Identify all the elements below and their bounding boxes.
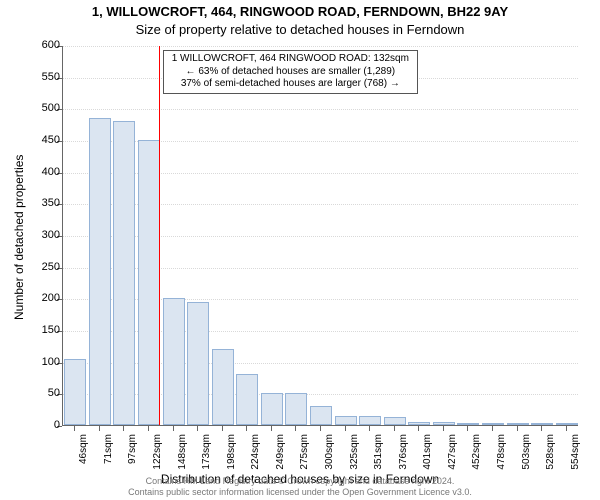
x-tick-label: 427sqm [447, 434, 458, 474]
bar [187, 302, 209, 426]
bar [64, 359, 86, 426]
bar [507, 423, 529, 425]
x-tick-mark [295, 426, 296, 431]
x-tick-mark [566, 426, 567, 431]
x-tick-mark [467, 426, 468, 431]
title-line-2: Size of property relative to detached ho… [0, 22, 600, 37]
footer-line-2: Contains public sector information licen… [0, 487, 600, 498]
y-tick-label: 100 [22, 356, 60, 368]
annotation-line-1: 1 WILLOWCROFT, 464 RINGWOOD ROAD: 132sqm [168, 53, 413, 66]
bar [482, 423, 504, 425]
x-tick-mark [394, 426, 395, 431]
x-tick-mark [173, 426, 174, 431]
bar [359, 416, 381, 426]
y-tick-label: 250 [22, 261, 60, 273]
x-tick-mark [148, 426, 149, 431]
bar [163, 298, 185, 425]
y-tick-label: 400 [22, 166, 60, 178]
x-tick-mark [74, 426, 75, 431]
bar [138, 140, 160, 425]
x-tick-label: 71sqm [103, 434, 114, 474]
x-tick-mark [271, 426, 272, 431]
x-tick-mark [492, 426, 493, 431]
chart-container: 1, WILLOWCROFT, 464, RINGWOOD ROAD, FERN… [0, 0, 600, 500]
x-tick-mark [418, 426, 419, 431]
gridline [63, 46, 578, 47]
x-tick-label: 300sqm [324, 434, 335, 474]
x-tick-label: 148sqm [177, 434, 188, 474]
x-tick-label: 554sqm [570, 434, 581, 474]
x-tick-mark [320, 426, 321, 431]
x-tick-label: 249sqm [275, 434, 286, 474]
bar [261, 393, 283, 425]
x-tick-label: 401sqm [422, 434, 433, 474]
plot-area: 1 WILLOWCROFT, 464 RINGWOOD ROAD: 132sqm… [62, 46, 578, 426]
x-tick-label: 351sqm [373, 434, 384, 474]
x-tick-label: 173sqm [201, 434, 212, 474]
x-tick-label: 97sqm [127, 434, 138, 474]
bar [408, 422, 430, 425]
x-tick-mark [369, 426, 370, 431]
x-tick-mark [345, 426, 346, 431]
x-tick-label: 452sqm [471, 434, 482, 474]
x-tick-label: 528sqm [545, 434, 556, 474]
annotation-line-2: ← 63% of detached houses are smaller (1,… [168, 66, 413, 79]
y-tick-label: 450 [22, 134, 60, 146]
y-tick-label: 150 [22, 324, 60, 336]
x-tick-mark [443, 426, 444, 431]
bar [433, 422, 455, 425]
bar [335, 416, 357, 426]
y-tick-label: 350 [22, 197, 60, 209]
bar [457, 423, 479, 425]
x-tick-label: 503sqm [521, 434, 532, 474]
bar [556, 423, 578, 425]
bar [285, 393, 307, 425]
bar [384, 417, 406, 425]
bar [113, 121, 135, 425]
y-tick-label: 0 [22, 419, 60, 431]
annotation-line-3: 37% of semi-detached houses are larger (… [168, 78, 413, 91]
x-tick-mark [246, 426, 247, 431]
x-tick-label: 325sqm [349, 434, 360, 474]
reference-line [159, 46, 160, 425]
footer-text: Contains HM Land Registry data © Crown c… [0, 476, 600, 498]
footer-line-1: Contains HM Land Registry data © Crown c… [0, 476, 600, 487]
x-tick-mark [541, 426, 542, 431]
x-tick-label: 122sqm [152, 434, 163, 474]
x-tick-mark [197, 426, 198, 431]
bar [310, 406, 332, 425]
x-tick-label: 275sqm [299, 434, 310, 474]
y-tick-label: 200 [22, 292, 60, 304]
x-tick-mark [222, 426, 223, 431]
x-tick-mark [517, 426, 518, 431]
x-tick-mark [123, 426, 124, 431]
y-tick-label: 550 [22, 71, 60, 83]
bar [89, 118, 111, 425]
x-tick-mark [99, 426, 100, 431]
annotation-box: 1 WILLOWCROFT, 464 RINGWOOD ROAD: 132sqm… [163, 50, 418, 94]
x-tick-label: 224sqm [250, 434, 261, 474]
y-tick-label: 300 [22, 229, 60, 241]
gridline [63, 109, 578, 110]
bar [236, 374, 258, 425]
y-tick-label: 600 [22, 39, 60, 51]
title-line-1: 1, WILLOWCROFT, 464, RINGWOOD ROAD, FERN… [0, 4, 600, 19]
bar [212, 349, 234, 425]
x-tick-label: 198sqm [226, 434, 237, 474]
y-tick-label: 50 [22, 387, 60, 399]
y-tick-label: 500 [22, 102, 60, 114]
bar [531, 423, 553, 425]
x-tick-label: 478sqm [496, 434, 507, 474]
x-tick-label: 376sqm [398, 434, 409, 474]
x-tick-label: 46sqm [78, 434, 89, 474]
